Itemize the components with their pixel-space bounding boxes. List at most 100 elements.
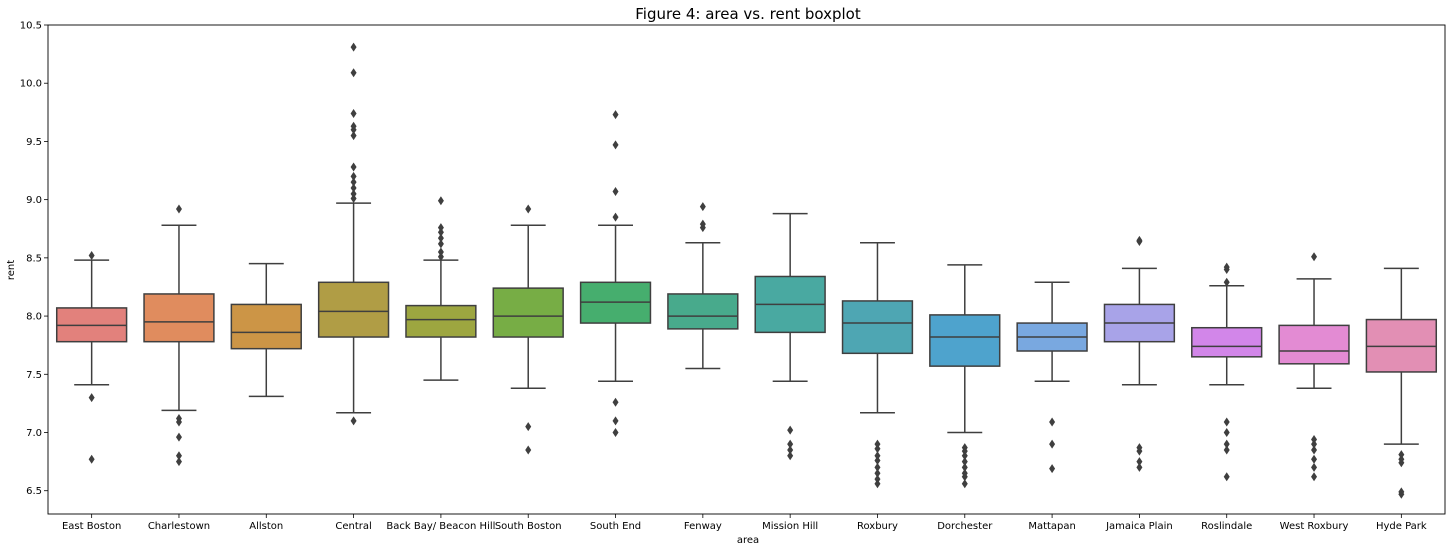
outlier-point (175, 432, 182, 442)
outlier-point (437, 227, 444, 237)
outlier-point (1223, 417, 1230, 427)
x-tick-label: Central (335, 521, 371, 532)
box-iqr (1278, 324, 1350, 365)
box-iqr (492, 287, 564, 338)
box-roslindale: Roslindale (1191, 262, 1263, 532)
outlier-point (1311, 454, 1318, 464)
outlier-point (961, 468, 968, 478)
y-tick-label: 9.5 (26, 137, 42, 148)
outlier-point (874, 439, 881, 449)
outlier-point (350, 131, 357, 141)
y-tick-label: 10.0 (20, 79, 42, 90)
y-tick-label: 7.0 (26, 428, 42, 439)
outlier-point (787, 451, 794, 461)
x-tick-label: Hyde Park (1376, 521, 1427, 532)
outlier-point (175, 414, 182, 424)
x-axis-label: area (737, 535, 759, 546)
outlier-point (874, 474, 881, 484)
box-iqr (841, 300, 914, 355)
outlier-point (612, 428, 619, 437)
outlier-point (699, 202, 706, 212)
outlier-point (1223, 277, 1230, 287)
x-tick-label: Allston (249, 521, 283, 532)
x-tick-label: Roxbury (857, 521, 898, 532)
x-tick-label: South End (590, 521, 641, 532)
outlier-point (1311, 434, 1318, 444)
outlier-point (437, 196, 444, 206)
outlier-point (437, 252, 444, 262)
outlier-point (350, 416, 357, 426)
outlier-point (787, 425, 794, 435)
outlier-point (874, 462, 881, 472)
x-tick-label: Fenway (684, 521, 722, 532)
outlier-point (1398, 450, 1405, 460)
box-south-boston: South Boston (492, 204, 564, 532)
outlier-point (1223, 439, 1230, 449)
box-iqr (929, 314, 1001, 367)
outlier-point (1223, 445, 1230, 455)
outlier-point (961, 451, 968, 461)
outlier-point (1311, 462, 1318, 472)
x-tick-label: Jamaica Plain (1105, 521, 1173, 532)
box-mattapan: Mattapan (1016, 281, 1088, 532)
chart-title: Figure 4: area vs. rent boxplot (635, 5, 861, 23)
x-tick-label: West Roxbury (1280, 521, 1349, 532)
plot-area: 6.5 7.0 7.5 8.0 8.5 9.0 9.5 10.0 10.5 East Boston… (20, 21, 1438, 532)
box-charlestown: Charlestown (143, 204, 215, 532)
box-iqr (317, 281, 390, 338)
outlier-point (1049, 464, 1056, 474)
x-tick-label: Mattapan (1028, 521, 1076, 532)
outlier-point (350, 121, 357, 131)
box-east-boston: East Boston (55, 251, 128, 532)
outlier-point (1136, 443, 1143, 453)
outlier-point (961, 443, 968, 453)
outlier-point (961, 462, 968, 472)
outlier-point (350, 171, 357, 181)
outlier-point (874, 479, 881, 489)
outlier-point (612, 110, 619, 120)
outlier-point (787, 439, 794, 449)
outlier-point (961, 457, 968, 467)
outlier-point (525, 422, 532, 432)
outlier-point (525, 204, 532, 214)
outlier-point (437, 239, 444, 249)
outlier-point (1398, 454, 1405, 464)
box-iqr (143, 293, 215, 343)
outlier-point (699, 219, 706, 229)
outlier-point (1311, 439, 1318, 449)
outlier-point (1136, 462, 1143, 472)
x-tick-label: Charlestown (148, 521, 210, 532)
x-tick-label: South Boston (495, 521, 562, 532)
box-back-bay-beacon-hill: Back Bay/ Beacon Hill (386, 196, 495, 532)
outlier-point (88, 251, 95, 261)
y-tick-label: 8.0 (26, 312, 42, 323)
outlier-point (874, 468, 881, 478)
outlier-point (350, 183, 357, 193)
box-iqr (230, 303, 302, 350)
outlier-point (350, 193, 357, 203)
outlier-point (1049, 417, 1056, 427)
outlier-point (961, 479, 968, 489)
outlier-point (612, 212, 619, 222)
box-hyde-park: Hyde Park (1365, 267, 1438, 532)
box-mission-hill: Mission Hill (754, 212, 826, 532)
outlier-point (350, 108, 357, 118)
y-tick-label: 9.0 (26, 195, 42, 206)
outlier-point (1398, 487, 1405, 497)
box-iqr (405, 304, 477, 338)
outlier-point (88, 454, 95, 464)
outlier-point (350, 189, 357, 199)
outlier-point (175, 204, 182, 214)
outlier-point (350, 68, 357, 78)
outlier-point (175, 451, 182, 461)
box-central: Central (317, 42, 390, 532)
outlier-point (525, 445, 532, 455)
outlier-point (1311, 445, 1318, 455)
outlier-point (874, 451, 881, 461)
outlier-point (1136, 235, 1143, 245)
y-axis-label: rent (6, 260, 17, 280)
outlier-point (1223, 428, 1230, 437)
outlier-point (350, 162, 357, 172)
box-west-roxbury: West Roxbury (1278, 252, 1350, 532)
